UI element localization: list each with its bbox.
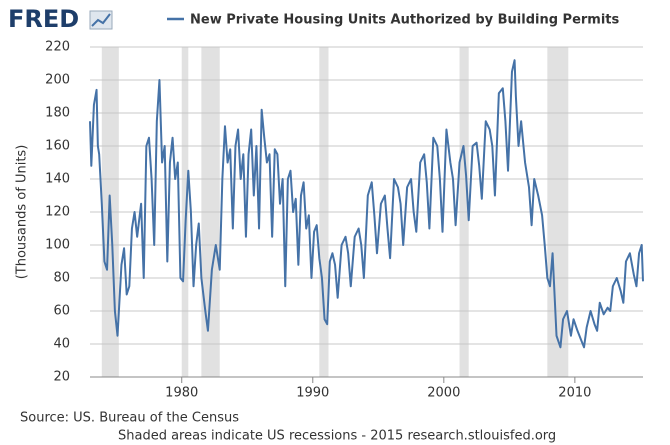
y-tick-label: 220	[45, 40, 70, 55]
y-tick-label: 140	[45, 172, 70, 187]
x-tick-label: 2010	[558, 386, 591, 401]
data-line	[89, 59, 644, 349]
y-tick-label: 100	[45, 238, 70, 253]
source: Source: US. Bureau of the Census	[20, 411, 239, 426]
footnote: Shaded areas indicate US recessions - 20…	[118, 429, 556, 444]
y-tick-label: 160	[45, 139, 70, 154]
y-axis-label: (Thousands of Units)	[15, 145, 30, 280]
x-tick-label: 1980	[165, 386, 198, 401]
y-tick-label: 40	[53, 337, 70, 352]
x-tick-label: 2000	[427, 386, 460, 401]
y-tick-label: 120	[45, 205, 70, 220]
y-tick-label: 200	[45, 73, 70, 88]
y-tick-label: 80	[53, 271, 70, 286]
y-tick-label: 20	[53, 370, 70, 385]
logo-icon	[89, 10, 113, 30]
x-tick-label: 1990	[296, 386, 329, 401]
y-tick-label: 180	[45, 106, 70, 121]
y-tick-label: 60	[53, 304, 70, 319]
logo: FRED	[8, 5, 79, 33]
legend-label: New Private Housing Units Authorized by …	[190, 13, 620, 28]
